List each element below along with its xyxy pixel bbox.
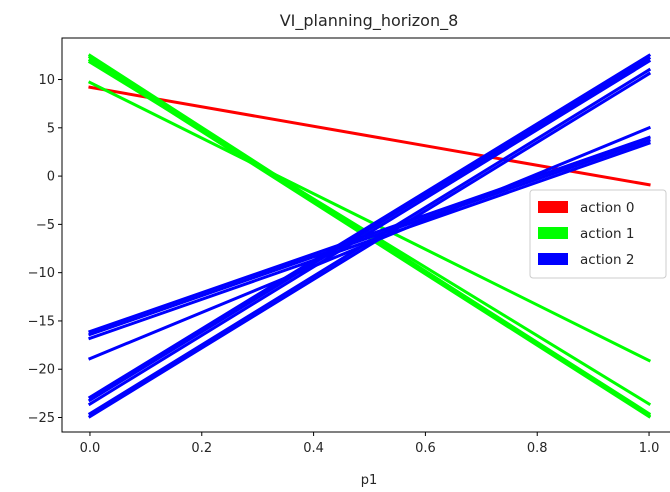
y-tick-label: −25	[28, 411, 55, 426]
chart-title: VI_planning_horizon_8	[280, 11, 459, 31]
series-line-action-2-14	[87, 125, 652, 361]
x-tick-label: 0.2	[191, 441, 212, 456]
series-line-action-2-12	[88, 138, 651, 337]
plot-frame	[61, 37, 670, 433]
series-line-action-2-10	[87, 71, 652, 419]
series-line-action-2-8	[87, 59, 652, 407]
y-tick-label: 10	[38, 73, 55, 88]
legend-label-1: action 1	[580, 226, 634, 242]
legend-swatch-1	[538, 227, 568, 239]
y-tick-label: 0	[47, 170, 55, 185]
series-line-action-2-11	[88, 135, 651, 334]
x-tick-label: 0.4	[303, 441, 324, 456]
y-tick-label: −15	[28, 314, 55, 329]
x-tick-label: 0.0	[80, 441, 101, 456]
x-tick-label: 0.8	[527, 441, 548, 456]
y-ticks: 10 5 0 −5 −10 −15 −20 −25	[28, 73, 62, 426]
series-line-action-2-13	[88, 141, 651, 341]
series-line-action-1-5	[87, 80, 652, 363]
plot-lines	[87, 53, 652, 419]
legend-swatch-2	[538, 253, 568, 265]
legend: action 0 action 1 action 2	[529, 189, 667, 279]
y-tick-label: −5	[36, 218, 55, 233]
x-ticks: 0.0 0.2 0.4 0.6 0.8 1.0	[80, 432, 660, 456]
legend-label-2: action 2	[580, 252, 634, 268]
series-line-action-2-6	[87, 53, 652, 400]
x-axis-label: p1	[361, 473, 378, 488]
series-line-action-2-7	[87, 56, 652, 403]
y-tick-label: −10	[28, 266, 55, 281]
x-tick-label: 0.6	[415, 441, 436, 456]
x-tick-label: 1.0	[639, 441, 660, 456]
legend-label-0: action 0	[580, 200, 634, 216]
y-tick-label: 5	[47, 121, 55, 136]
legend-swatch-0	[538, 201, 568, 213]
y-tick-label: −20	[28, 363, 55, 378]
